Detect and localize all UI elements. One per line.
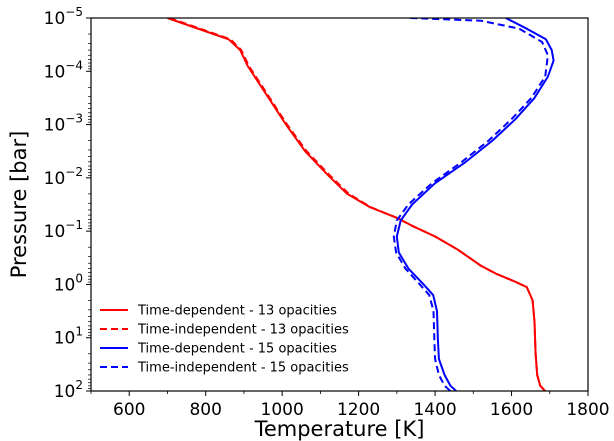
y-tick-base: 10	[44, 62, 66, 82]
y-tick-label: 102	[54, 378, 83, 402]
series-line-3	[395, 18, 555, 391]
y-tick-base: 10	[44, 169, 66, 189]
y-tick-exponent: 1	[75, 325, 83, 339]
y-tick-base: 10	[44, 116, 66, 136]
y-tick-label: 101	[54, 325, 83, 349]
x-tick-label: 1400	[413, 400, 456, 420]
y-tick-label: 10−4	[44, 58, 83, 82]
legend-label-4: Time-independent - 15 opacities	[137, 361, 349, 376]
y-tick-exponent: 0	[75, 271, 83, 285]
series-line-2	[169, 18, 546, 391]
legend-label-2: Time-independent - 13 opacities	[137, 323, 349, 338]
y-tick-exponent: −5	[65, 5, 83, 19]
legend-label-1: Time-dependent - 13 opacities	[137, 304, 337, 319]
y-tick-base: 10	[54, 382, 76, 402]
series-line-4	[392, 18, 549, 391]
y-tick-exponent: −1	[65, 218, 83, 232]
series-layer	[167, 18, 555, 391]
y-tick-label: 10−5	[44, 5, 83, 29]
y-tick-exponent: −2	[65, 165, 83, 179]
x-tick-label: 800	[189, 400, 221, 420]
y-tick-base: 10	[44, 9, 66, 29]
x-tick-label: 1600	[490, 400, 533, 420]
y-tick-exponent: 2	[75, 378, 83, 392]
plot-frame	[90, 17, 589, 392]
y-axis-title: Pressure [bar]	[7, 131, 31, 279]
y-tick-exponent: −4	[65, 58, 83, 72]
y-tick-base: 10	[54, 275, 76, 295]
y-tick-base: 10	[54, 329, 76, 349]
y-tick-base: 10	[44, 222, 66, 242]
y-tick-label: 100	[54, 271, 83, 295]
y-tick-label: 10−2	[44, 165, 83, 189]
x-tick-label: 1000	[261, 400, 304, 420]
x-tick-label: 600	[113, 400, 145, 420]
legend: Time-dependent - 13 opacities Time-indepe…	[100, 304, 349, 376]
legend-label-3: Time-dependent - 15 opacities	[137, 342, 337, 357]
x-tick-label: 1800	[566, 400, 609, 420]
ticks-layer: 600 800 1000 1200 1400 1600 180010−510−410−310…	[44, 5, 610, 420]
y-tick-label: 10−3	[44, 112, 83, 136]
x-tick-label: 1200	[337, 400, 380, 420]
y-tick-exponent: −3	[65, 112, 83, 126]
y-tick-label: 10−1	[44, 218, 83, 242]
x-axis-title: Temperature [K]	[254, 417, 425, 441]
